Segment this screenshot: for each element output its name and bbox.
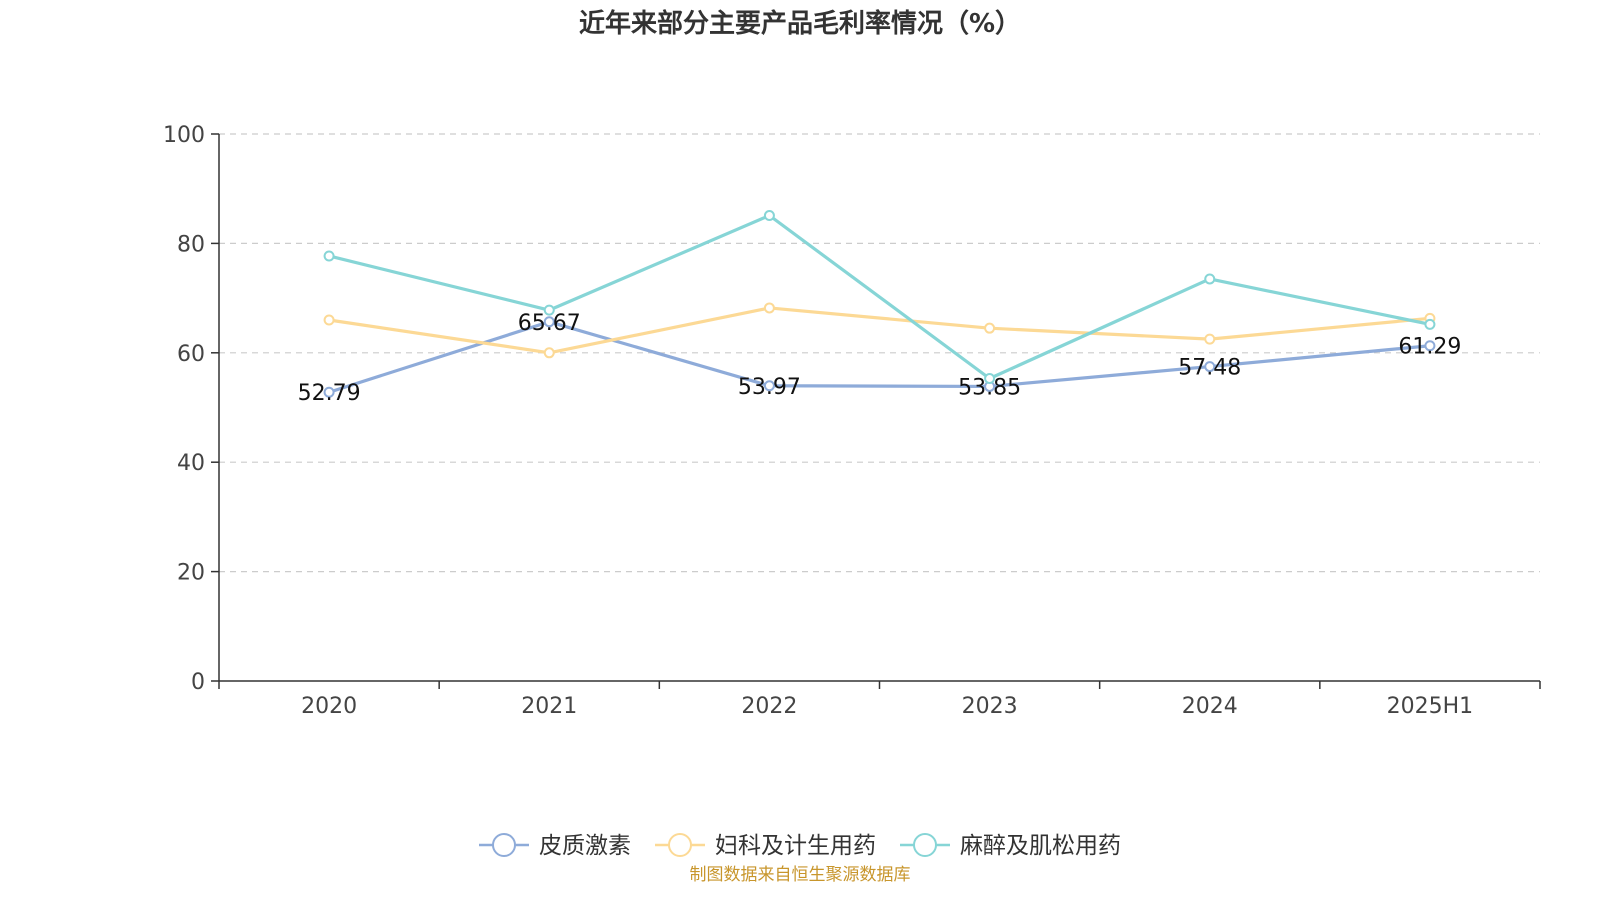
chart-title: 近年来部分主要产品毛利率情况（%） (579, 8, 1021, 39)
data-point[interactable] (984, 373, 996, 385)
data-point[interactable] (1424, 340, 1436, 352)
data-labels: 52.79 65.67 53.97 53.85 57.48 61.29 (298, 311, 1462, 406)
legend-label: 妇科及计生用药 (715, 833, 876, 859)
data-label: 61.29 (1398, 335, 1461, 360)
y-tick-label: 40 (177, 451, 205, 476)
x-tick-label: 2021 (521, 694, 577, 719)
data-point[interactable] (1204, 333, 1216, 345)
y-tick-label: 60 (177, 342, 205, 367)
data-point[interactable] (763, 380, 775, 392)
legend-marker (913, 833, 937, 857)
source-note: 制图数据来自恒生聚源数据库 (690, 865, 911, 885)
series-2 (323, 210, 1436, 385)
series-line (328, 213, 1431, 381)
data-point[interactable] (984, 322, 996, 334)
legend-marker (492, 833, 516, 857)
grid-lines (219, 133, 1540, 573)
x-tick-label: 2023 (962, 694, 1018, 719)
data-point[interactable] (323, 250, 335, 262)
x-tick-label: 2020 (301, 694, 357, 719)
legend-marker (668, 833, 692, 857)
data-point[interactable] (543, 347, 555, 359)
legend-item[interactable]: 皮质激素 (479, 833, 631, 859)
data-point[interactable] (323, 314, 335, 326)
axes: 0 20 40 60 80 100 2020 2021 2022 2023 2024 2025H1 (163, 123, 1541, 719)
data-point[interactable] (1424, 318, 1436, 330)
data-label: 53.85 (958, 375, 1021, 400)
data-label: 57.48 (1178, 356, 1241, 381)
data-point[interactable] (543, 304, 555, 316)
x-tick-label: 2025H1 (1387, 694, 1474, 719)
legend[interactable]: 皮质激素 妇科及计生用药 麻醉及肌松用药 (479, 833, 1121, 859)
y-tick-label: 20 (177, 561, 205, 586)
legend-label: 皮质激素 (539, 833, 631, 859)
data-label: 65.67 (518, 311, 581, 336)
legend-label: 麻醉及肌松用药 (960, 833, 1121, 859)
legend-item[interactable]: 妇科及计生用药 (655, 833, 876, 859)
series-lines (323, 210, 1436, 398)
data-label: 53.97 (738, 375, 801, 400)
data-point[interactable] (763, 210, 775, 222)
x-tick-label: 2024 (1182, 694, 1238, 719)
data-point[interactable] (763, 302, 775, 314)
y-tick-label: 80 (177, 232, 205, 257)
series-1 (323, 302, 1436, 359)
data-point[interactable] (1204, 273, 1216, 285)
series-line (328, 306, 1431, 355)
series-0 (323, 316, 1436, 398)
data-point[interactable] (323, 386, 335, 398)
legend-item[interactable]: 麻醉及肌松用药 (900, 833, 1121, 859)
data-point[interactable] (1204, 361, 1216, 373)
series-line (328, 320, 1431, 394)
x-tick-label: 2022 (741, 694, 797, 719)
data-label: 52.79 (298, 381, 361, 406)
y-tick-label: 0 (191, 670, 205, 695)
data-point[interactable] (543, 316, 555, 328)
y-tick-label: 100 (163, 123, 205, 148)
